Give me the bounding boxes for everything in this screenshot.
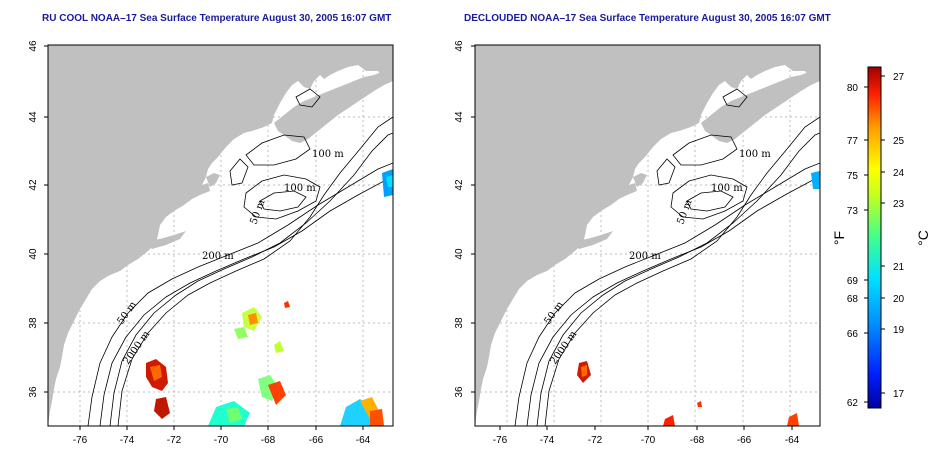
right-x-tick: -70 [641, 435, 656, 446]
right-label-100m-a: 100 m [739, 149, 771, 160]
colorbar-c-tick: 27 [893, 72, 905, 83]
right-x-tick-labels: -76 -74 -72 -70 -68 -66 -64 [493, 435, 800, 446]
colorbar-c-tick: 20 [893, 294, 905, 305]
right-y-tick: 38 [454, 317, 465, 329]
colorbar-fahrenheit-label: °F [831, 231, 847, 245]
left-y-tick: 44 [28, 111, 39, 123]
left-x-tick-labels: -76 -74 -72 -70 -68 -66 -64 [73, 435, 371, 446]
left-y-tick: 38 [28, 317, 39, 329]
colorbar-f-tick: 66 [847, 329, 859, 340]
right-y-tick: 42 [454, 179, 465, 191]
left-sst-patches [146, 169, 393, 426]
left-y-tick: 42 [28, 179, 39, 191]
left-y-tick: 46 [28, 40, 39, 52]
right-y-tick: 40 [454, 248, 465, 260]
right-y-tick: 44 [454, 111, 465, 123]
colorbar-c-tick: 17 [893, 389, 905, 400]
colorbar-f-tick: 68 [847, 294, 859, 305]
right-map: 100 m 100 m 50 m 200 m 50 m 2000 m -76 -… [454, 40, 821, 446]
left-x-tick: -74 [120, 435, 135, 446]
right-x-tick: -72 [588, 435, 603, 446]
left-axis-ticks [44, 45, 364, 430]
colorbar-f-tick: 77 [847, 136, 859, 147]
right-label-200m: 200 m [629, 251, 661, 262]
right-map-title: DECLOUDED NOAA–17 Sea Surface Temperatur… [464, 13, 831, 24]
colorbar-celsius-label: °C [915, 230, 931, 246]
left-x-tick: -66 [309, 435, 324, 446]
colorbar-f-tick: 69 [847, 276, 859, 287]
left-x-tick: -64 [356, 435, 371, 446]
colorbar-c-tick: 21 [893, 262, 905, 273]
left-label-100m-b: 100 m [284, 183, 316, 194]
right-x-tick: -76 [493, 435, 508, 446]
colorbar: 80 77 75 73 69 68 66 62 27 25 24 23 21 2… [831, 66, 931, 409]
right-axis-ticks [471, 45, 793, 430]
left-map: 100 m 100 m 50 m 200 m 50 m 2000 m -76 -… [28, 40, 394, 446]
left-x-tick: -70 [214, 435, 229, 446]
colorbar-f-tick: 80 [847, 83, 859, 94]
colorbar-c-tick: 25 [893, 136, 905, 147]
colorbar-f-tick: 73 [847, 206, 859, 217]
left-x-tick: -68 [261, 435, 276, 446]
left-x-tick: -72 [167, 435, 182, 446]
right-sst-patches [577, 171, 820, 426]
left-y-tick: 40 [28, 248, 39, 260]
left-y-tick: 36 [28, 386, 39, 398]
right-x-tick: -66 [737, 435, 752, 446]
right-y-tick: 36 [454, 386, 465, 398]
left-x-tick: -76 [73, 435, 88, 446]
colorbar-c-tick: 24 [893, 168, 905, 179]
colorbar-c-tick: 19 [893, 325, 905, 336]
right-x-tick: -64 [785, 435, 800, 446]
left-y-tick-labels: 46 44 42 40 38 36 [28, 40, 39, 398]
right-y-tick-labels: 46 44 42 40 38 36 [454, 40, 465, 398]
right-y-tick: 46 [454, 40, 465, 52]
left-label-100m-a: 100 m [312, 149, 344, 160]
left-map-title: RU COOL NOAA–17 Sea Surface Temperature … [42, 13, 392, 24]
colorbar-f-tick: 62 [847, 398, 859, 409]
colorbar-f-tick: 75 [847, 171, 859, 182]
right-x-tick: -74 [540, 435, 555, 446]
right-label-100m-b: 100 m [711, 183, 743, 194]
right-x-tick: -68 [690, 435, 705, 446]
left-label-200m: 200 m [202, 251, 234, 262]
colorbar-c-tick: 23 [893, 199, 905, 210]
colorbar-gradient [867, 66, 882, 409]
